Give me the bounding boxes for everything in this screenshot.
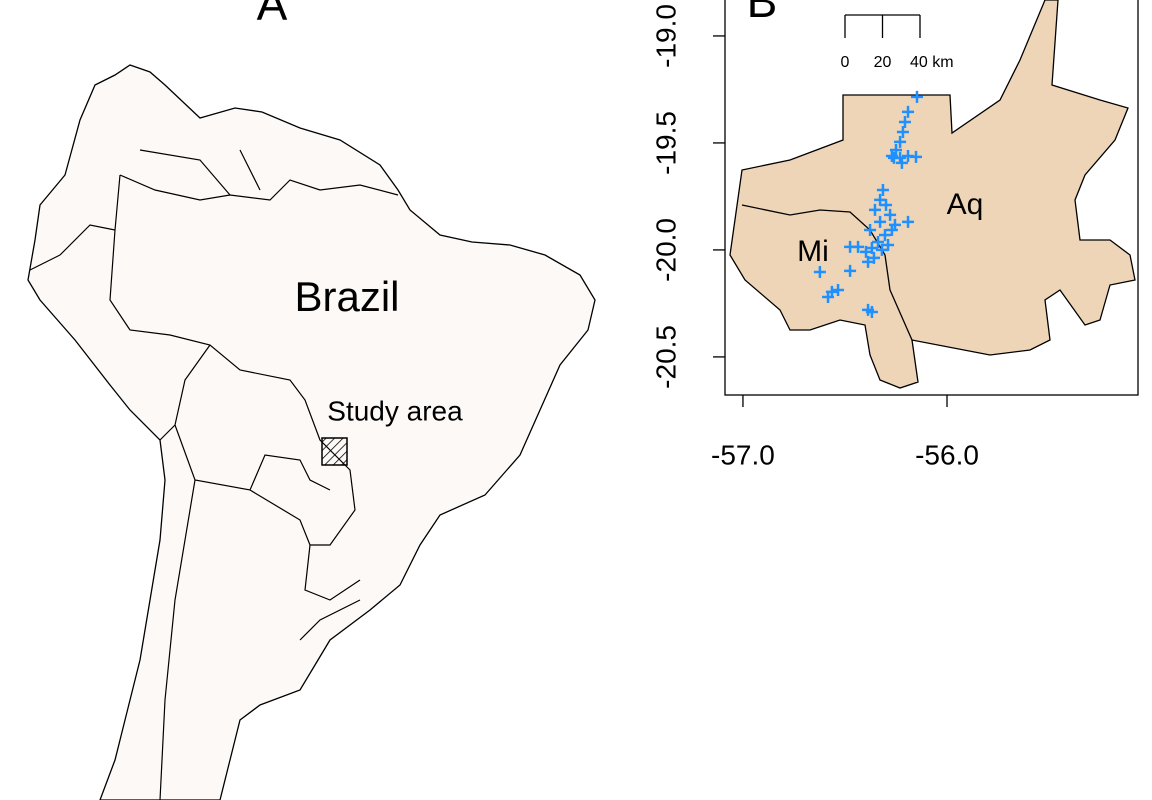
point [879,198,892,211]
point [822,290,835,303]
point [874,215,887,228]
point [911,90,924,103]
point [832,283,845,296]
point [895,156,908,169]
point [878,228,891,241]
scale-label: 20 [874,54,892,71]
country-label: Brazil [294,273,399,320]
y-tick-label: -19.0 [650,4,681,68]
region-label: Mi [797,235,829,268]
scale-label: 40 km [910,54,954,71]
point [884,208,897,221]
panel-label: B [747,0,778,27]
country-borders [29,149,399,800]
point [868,203,881,216]
point [898,115,911,128]
point [813,265,826,278]
x-tick-label: -56.0 [915,439,979,470]
x-tick-label: -57.0 [711,439,775,470]
point [864,224,877,237]
axis-box [724,0,1139,396]
point [860,245,872,258]
point [909,150,922,163]
point [844,264,857,277]
region-boundary [741,204,913,341]
point [844,240,857,253]
study-area-label: Study area [327,395,463,426]
y-tick-label: -19.5 [650,111,681,175]
panel-b: B Aq Mi -19.0 -19.5 -20.0 -20.5 -57.0 -56.0 0 2… [650,0,1139,470]
point [902,215,915,228]
y-tick-label: -20.0 [650,218,681,282]
point [896,126,909,139]
point [865,305,878,318]
point [875,243,888,256]
region-label: Aq [947,188,984,221]
south-america [27,64,596,800]
point [902,105,915,118]
point [872,236,885,249]
panel-label: A [257,0,288,30]
point [887,151,900,164]
point [876,184,889,197]
point [862,255,875,268]
panel-a: A Brazil Study area [27,0,596,800]
study-area [321,437,348,466]
point [894,135,907,148]
point [882,239,895,252]
y-tick-label: -20.5 [650,325,681,389]
point [885,149,898,162]
point [885,224,898,237]
scale-label: 0 [841,54,850,71]
